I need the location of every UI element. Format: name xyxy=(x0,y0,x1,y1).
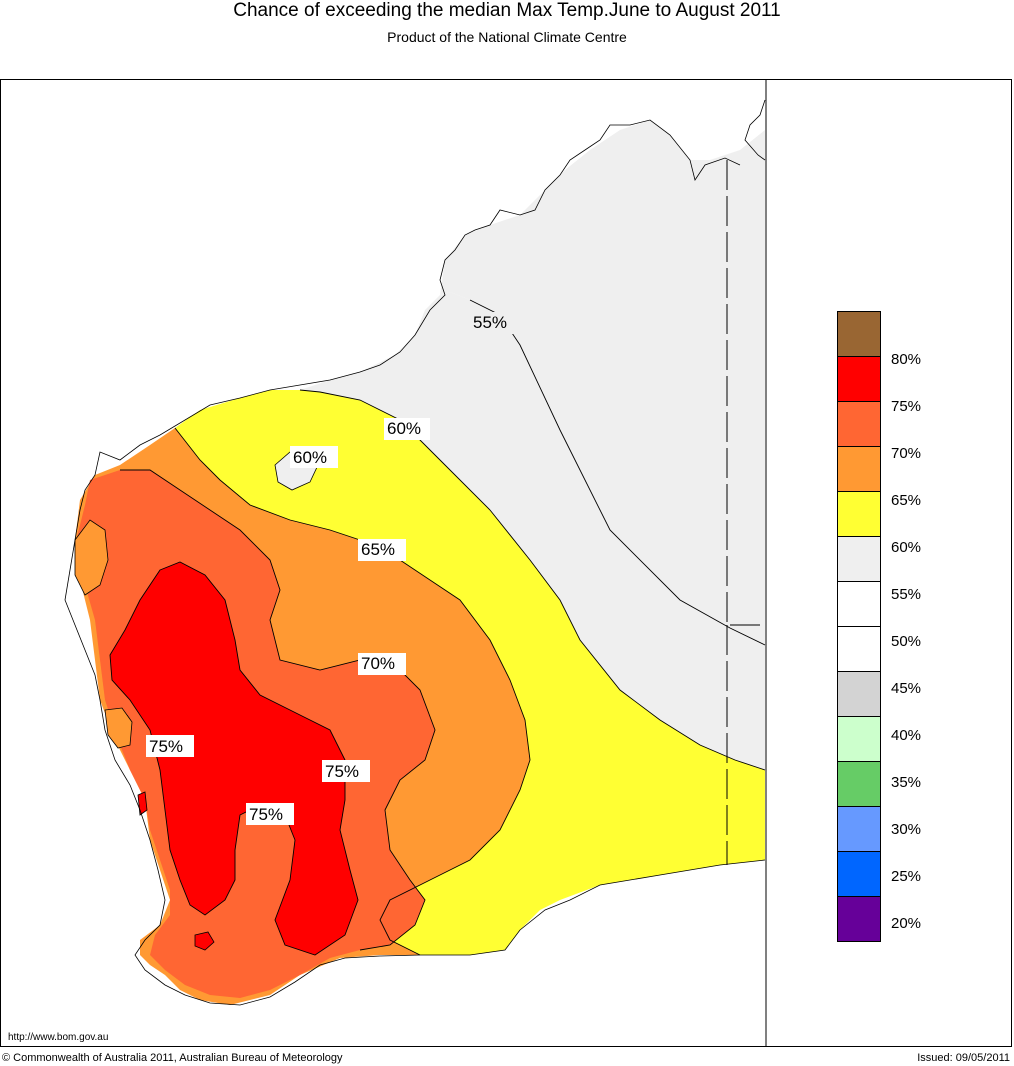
contour-lines xyxy=(109,299,766,956)
contour-label-55: 55% xyxy=(473,313,507,332)
coastline xyxy=(64,99,766,1006)
issued-date: Issued: 09/05/2011 xyxy=(917,1052,1010,1064)
legend-label-40: 40% xyxy=(891,727,922,744)
legend-label-80: 80% xyxy=(891,351,922,368)
legend-swatch-2 xyxy=(837,401,881,447)
legend-label-60: 60% xyxy=(891,539,922,556)
legend-label-30: 30% xyxy=(891,821,922,838)
contour-label-75-b: 75% xyxy=(325,762,359,781)
legend-label-65: 65% xyxy=(891,492,922,509)
legend-swatch-1 xyxy=(837,356,881,402)
legend-swatch-13 xyxy=(837,896,881,942)
legend-label-25: 25% xyxy=(891,868,922,885)
contour-label-75-a: 75% xyxy=(149,737,183,756)
legend-label-50: 50% xyxy=(891,633,922,650)
legend: 80% 75% 70% 65% 60% 55% 50% 45% 40% 35% … xyxy=(837,311,921,942)
band-north xyxy=(440,120,765,645)
pocket-65-b xyxy=(104,707,133,749)
legend-swatch-5 xyxy=(837,536,881,582)
contour-labels: 55% 60% 60% 65% 70% 75% 75% 75% xyxy=(146,312,516,825)
legend-label-75: 75% xyxy=(891,398,922,415)
legend-swatch-3 xyxy=(837,446,881,492)
legend-swatch-8 xyxy=(837,671,881,717)
contour-label-65: 65% xyxy=(361,540,395,559)
source-url: http://www.bom.gov.au xyxy=(8,1032,109,1043)
contour-label-60-b: 60% xyxy=(293,448,327,467)
legend-label-20: 20% xyxy=(891,915,922,932)
contour-label-70: 70% xyxy=(361,654,395,673)
state-border xyxy=(726,160,765,865)
legend-swatch-4 xyxy=(837,491,881,537)
map-canvas: 55% 60% 60% 65% 70% 75% 75% 75% xyxy=(64,80,767,1046)
band-75 xyxy=(110,562,358,955)
legend-swatch-11 xyxy=(837,806,881,852)
map-subtitle: Product of the National Climate Centre xyxy=(387,29,627,45)
contour-label-60-a: 60% xyxy=(387,419,421,438)
contour-label-75-c: 75% xyxy=(249,805,283,824)
copyright-notice: © Commonwealth of Australia 2011, Austra… xyxy=(2,1052,343,1064)
band-60 xyxy=(175,390,765,955)
legend-label-70: 70% xyxy=(891,445,922,462)
legend-label-55: 55% xyxy=(891,586,922,603)
legend-swatch-7 xyxy=(837,626,881,672)
legend-swatch-6 xyxy=(837,581,881,627)
legend-swatch-10 xyxy=(837,761,881,807)
pocket-75-b xyxy=(137,791,148,816)
legend-label-45: 45% xyxy=(891,680,922,697)
legend-swatch-0 xyxy=(837,311,881,357)
pocket-65-a xyxy=(74,519,109,596)
map-title: Chance of exceeding the median Max Temp.… xyxy=(233,0,781,21)
legend-swatch-12 xyxy=(837,851,881,897)
pocket-75-a xyxy=(194,931,215,951)
legend-label-35: 35% xyxy=(891,774,922,791)
band-55 xyxy=(300,292,765,770)
legend-swatch-9 xyxy=(837,716,881,762)
